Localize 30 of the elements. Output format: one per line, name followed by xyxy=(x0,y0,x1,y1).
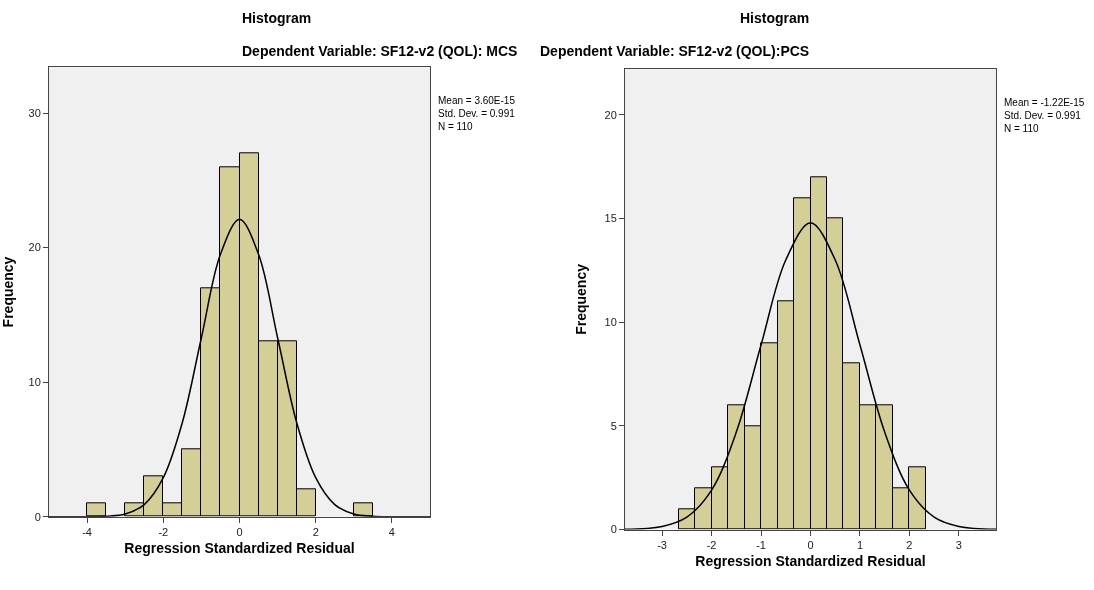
x-tick-label: -1 xyxy=(756,538,766,551)
x-tick-label: -3 xyxy=(657,538,667,551)
x-tick-label: 2 xyxy=(906,538,913,551)
chart-title: Histogram xyxy=(242,10,312,26)
y-tick-label: 10 xyxy=(28,376,41,388)
x-tick-label: -4 xyxy=(82,525,92,538)
y-tick-label: 15 xyxy=(604,212,617,225)
x-tick-label: 0 xyxy=(236,525,243,538)
x-axis-title: Regression Standardized Residual xyxy=(695,553,926,570)
x-tick-label: -2 xyxy=(706,538,717,551)
x-axis-title: Regression Standardized Residual xyxy=(124,540,355,557)
x-tick-label: 0 xyxy=(807,538,814,551)
chart-subtitle: Dependent Variable: SF12-v2 (QOL): MCS xyxy=(242,43,518,59)
text: Mean = 3.60E-15 Std. Dev. = 0.991 N = 110 xyxy=(438,95,516,132)
y-tick-label: 0 xyxy=(34,510,41,523)
y-tick-label: 30 xyxy=(28,106,41,119)
x-tick-label: 3 xyxy=(955,538,962,551)
x-tick-label: 1 xyxy=(856,538,864,551)
y-tick-label: 10 xyxy=(604,316,617,329)
chart-subtitle: Dependent Variable: SF12-v2 (QOL):PCS xyxy=(540,43,810,59)
y-axis-title: Frequency xyxy=(573,263,590,335)
x-tick-label: 2 xyxy=(312,525,319,538)
y-axis-title: Frequency xyxy=(0,256,16,328)
chart-title: Histogram xyxy=(740,10,810,26)
y-tick-label: 20 xyxy=(604,108,617,121)
x-tick-label: 4 xyxy=(388,525,395,538)
y-tick-label: 20 xyxy=(28,241,41,254)
x-tick-label: -2 xyxy=(158,525,169,538)
text: Mean = -1.22E-15 Std. Dev. = 0.991 N = 110 xyxy=(1004,97,1085,134)
y-tick-label: 5 xyxy=(610,419,617,432)
